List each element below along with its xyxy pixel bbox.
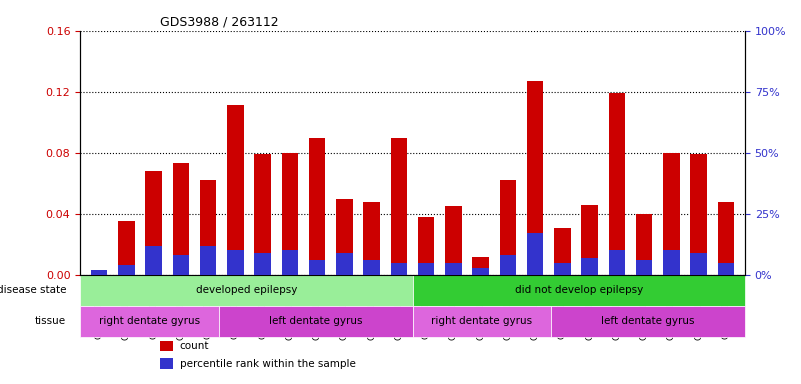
Bar [609,250,625,275]
Text: left dentate gyrus: left dentate gyrus [269,316,362,326]
Bar [473,257,489,275]
Bar [391,137,407,275]
Bar [473,268,489,275]
Text: count: count [179,341,209,351]
Bar [173,255,189,275]
Bar [663,153,679,275]
Bar [582,205,598,275]
Bar [554,263,570,275]
FancyBboxPatch shape [551,306,745,337]
Bar [527,81,543,275]
Bar [255,253,271,275]
Text: tissue: tissue [35,316,66,326]
Bar [309,137,325,275]
Text: disease state: disease state [0,285,66,295]
Bar [445,206,461,275]
Bar [160,358,173,369]
Bar [418,217,434,275]
Text: developed epilepsy: developed epilepsy [195,285,297,295]
Bar [146,171,162,275]
Bar [91,270,107,275]
Bar [527,233,543,275]
FancyBboxPatch shape [80,306,219,337]
Bar [146,245,162,275]
Bar [500,255,516,275]
Bar [227,250,244,275]
Bar [636,214,652,275]
Bar [690,253,706,275]
Bar [718,202,734,275]
Bar [282,153,298,275]
Bar [636,260,652,275]
Text: left dentate gyrus: left dentate gyrus [602,316,694,326]
Bar [173,164,189,275]
Bar [227,106,244,275]
Bar [160,341,173,351]
FancyBboxPatch shape [413,306,551,337]
Bar [718,263,734,275]
Bar [609,93,625,275]
Bar [445,263,461,275]
Bar [391,263,407,275]
Bar [418,263,434,275]
Bar [200,245,216,275]
Bar [582,258,598,275]
Bar [200,180,216,275]
Bar [119,265,135,275]
Bar [119,222,135,275]
Bar [364,260,380,275]
Text: did not develop epilepsy: did not develop epilepsy [514,285,643,295]
Bar [255,154,271,275]
Bar [690,154,706,275]
Bar [309,260,325,275]
Bar [554,228,570,275]
Text: right dentate gyrus: right dentate gyrus [99,316,200,326]
Bar [282,250,298,275]
Bar [500,180,516,275]
FancyBboxPatch shape [80,275,413,306]
FancyBboxPatch shape [413,275,745,306]
FancyBboxPatch shape [219,306,413,337]
Text: percentile rank within the sample: percentile rank within the sample [179,359,356,369]
Bar [663,250,679,275]
Text: right dentate gyrus: right dentate gyrus [431,316,533,326]
Bar [336,199,352,275]
Bar [364,202,380,275]
Text: GDS3988 / 263112: GDS3988 / 263112 [160,15,279,28]
Bar [336,253,352,275]
